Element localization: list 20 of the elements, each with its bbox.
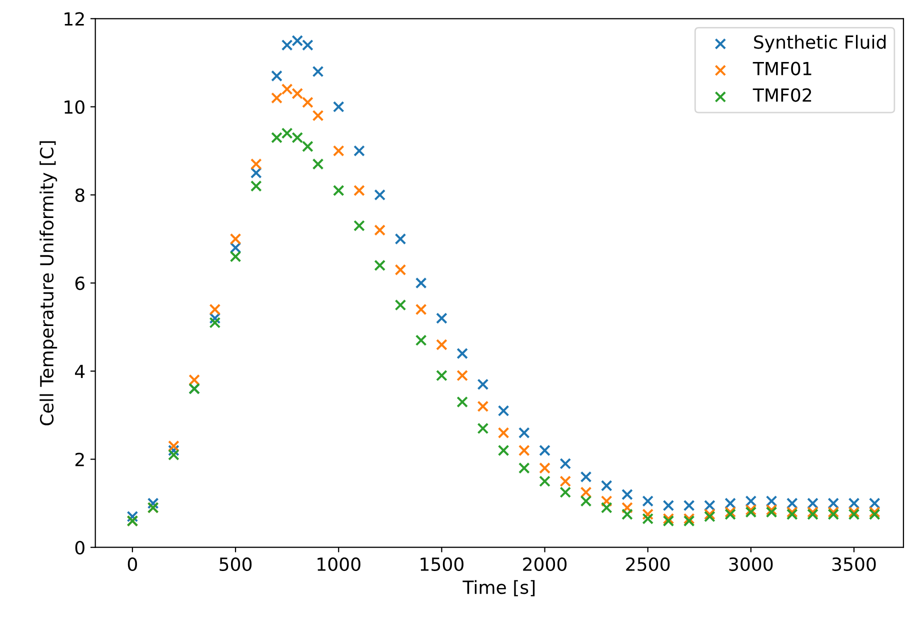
- y-tick-label: 10: [64, 100, 84, 114]
- legend-label: Synthetic Fluid: [754, 34, 886, 52]
- y-tick-label: 0: [75, 540, 84, 554]
- y-tick-label: 12: [64, 12, 84, 26]
- legend-label: TMF02: [752, 88, 812, 102]
- legend-label: TMF01: [752, 62, 812, 76]
- y-tick-label: 2: [75, 452, 84, 466]
- y-tick-label: 4: [75, 364, 85, 378]
- x-tick-label: 2500: [626, 557, 670, 572]
- x-tick-label: 1500: [420, 557, 464, 572]
- x-tick-label: 1000: [318, 557, 360, 572]
- x-tick-label: 3500: [832, 557, 876, 572]
- y-tick-label: 6: [75, 276, 84, 290]
- x-tick-label: 2000: [523, 557, 567, 572]
- y-tick-label: 8: [75, 188, 84, 202]
- x-tick-label: 0: [128, 557, 137, 572]
- x-tick-label: 500: [220, 557, 252, 572]
- y-axis-title: Cell Temperature Uniformity [C]: [40, 141, 58, 426]
- x-tick-label: 3000: [729, 557, 773, 572]
- x-axis-title: Time [s]: [462, 580, 535, 596]
